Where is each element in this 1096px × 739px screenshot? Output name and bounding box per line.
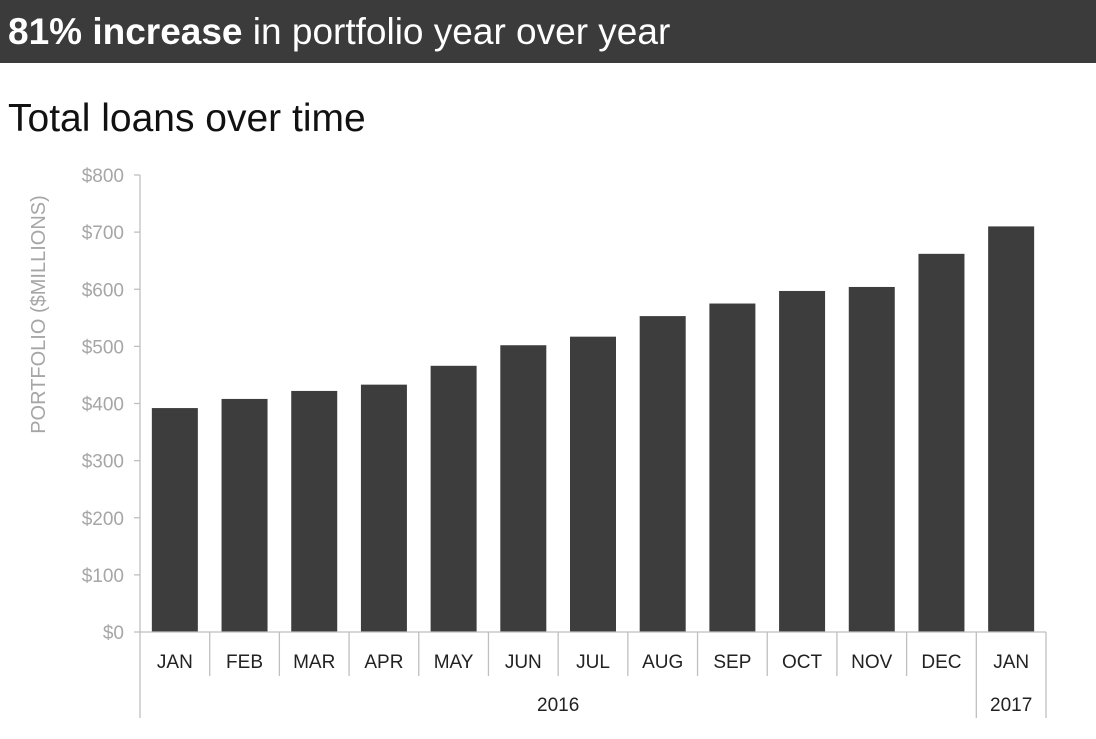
y-tick-label: $700 <box>82 223 124 244</box>
bar <box>570 336 616 632</box>
bar <box>779 290 826 632</box>
year-label: 2017 <box>990 695 1032 716</box>
x-tick-label: APR <box>364 652 403 673</box>
y-tick-label: $300 <box>82 452 124 473</box>
y-tick-label: $200 <box>82 509 124 530</box>
y-tick-label: $400 <box>82 395 124 416</box>
x-tick-label: AUG <box>642 652 683 673</box>
x-tick-label: JUL <box>576 652 610 673</box>
chart-title: Total loans over time <box>8 97 366 140</box>
bar <box>848 286 895 632</box>
y-tick-label: $800 <box>82 166 124 187</box>
headline-rest: in portfolio year over year <box>242 11 671 52</box>
x-tick-label: JAN <box>157 652 193 673</box>
x-tick-label: FEB <box>226 652 263 673</box>
y-tick-label: $500 <box>82 337 124 358</box>
bar <box>151 408 198 632</box>
x-tick-label: NOV <box>851 652 893 673</box>
bar <box>500 345 547 632</box>
bar <box>221 398 268 632</box>
year-label: 2016 <box>537 695 579 716</box>
y-tick-label: $0 <box>103 623 124 644</box>
headline-bold: 81% increase <box>8 11 243 52</box>
headline-banner: 81% increase in portfolio year over year <box>0 0 1096 63</box>
y-tick-label: $600 <box>82 280 124 301</box>
bar <box>988 226 1035 632</box>
bar <box>430 365 477 632</box>
y-tick-label: $100 <box>82 566 124 587</box>
bar <box>918 253 965 632</box>
bar <box>360 384 407 632</box>
bar <box>639 316 686 632</box>
y-axis-title: PORTFOLIO ($MILLIONS) <box>28 195 50 434</box>
bar <box>291 390 338 632</box>
x-tick-label: MAY <box>434 652 474 673</box>
x-tick-label: OCT <box>782 652 823 673</box>
x-tick-label: JAN <box>993 652 1029 673</box>
x-tick-label: SEP <box>713 652 751 673</box>
x-tick-label: MAR <box>293 652 335 673</box>
x-tick-label: JUN <box>505 652 542 673</box>
bar <box>709 303 756 632</box>
x-tick-label: DEC <box>921 652 961 673</box>
